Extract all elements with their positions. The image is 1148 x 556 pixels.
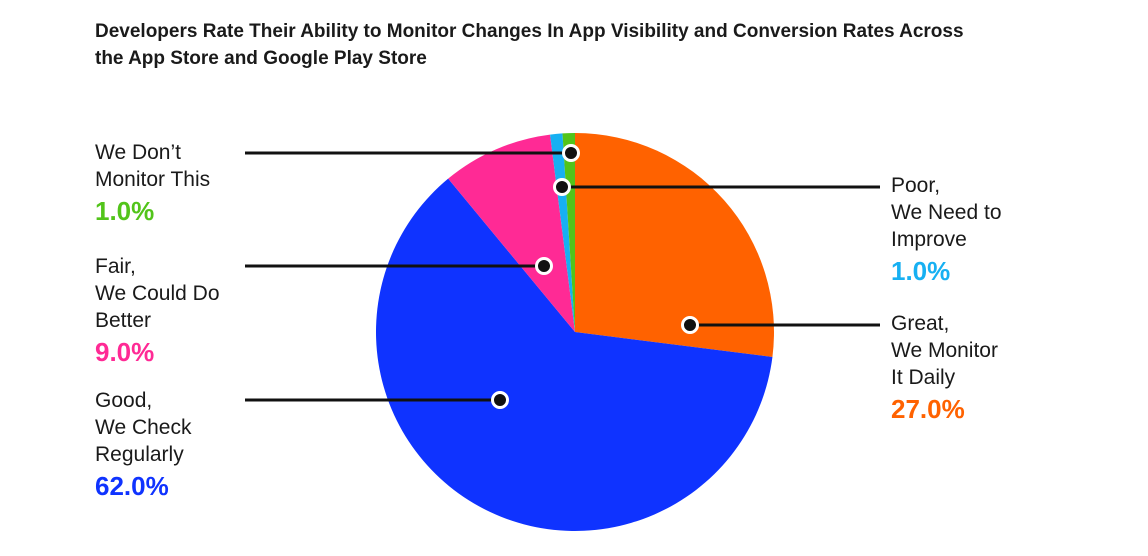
value-dont-monitor: 1.0% [95,196,155,226]
pie-slice-great [575,133,774,357]
label-poor-line-2: We Need to [891,201,1002,224]
value-great: 27.0% [891,394,965,424]
label-dont-line-1: We Don’t [95,141,181,164]
pie-slices [375,133,774,532]
label-poor: Poor, We Need to Improve 1.0% [891,172,1002,287]
chart-title: Developers Rate Their Ability to Monitor… [95,18,1055,72]
label-fair-line-2: We Could Do [95,282,220,305]
chart-title-line-2: the App Store and Google Play Store [95,48,427,69]
leader-dot-great [681,316,699,334]
chart-title-line-1: Developers Rate Their Ability to Monitor… [95,21,964,42]
label-fair: Fair, We Could Do Better 9.0% [95,253,220,368]
label-dont-line-2: Monitor This [95,168,211,191]
label-good-line-2: We Check [95,416,192,439]
label-good-line-3: Regularly [95,443,184,466]
label-great-line-1: Great, [891,312,950,335]
pie-slice-fair [448,134,575,332]
label-great-line-3: It Daily [891,366,956,389]
label-fair-line-3: Better [95,309,152,332]
label-good: Good, We Check Regularly 62.0% [95,387,191,502]
label-fair-line-1: Fair, [95,255,136,278]
label-poor-line-3: Improve [891,228,967,251]
leader-dot-fair [535,257,553,275]
label-dont-monitor: We Don’t Monitor This 1.0% [95,139,210,227]
value-good: 62.0% [95,471,169,501]
leader-dot-poor [553,178,571,196]
label-great: Great, We Monitor It Daily 27.0% [891,310,998,425]
leader-dot-good [491,391,509,409]
label-good-line-1: Good, [95,389,153,412]
value-poor: 1.0% [891,256,951,286]
value-fair: 9.0% [95,337,155,367]
label-poor-line-1: Poor, [891,174,941,197]
leader-dot-dont [562,144,580,162]
label-great-line-2: We Monitor [891,339,998,362]
leader-lines [245,144,880,409]
